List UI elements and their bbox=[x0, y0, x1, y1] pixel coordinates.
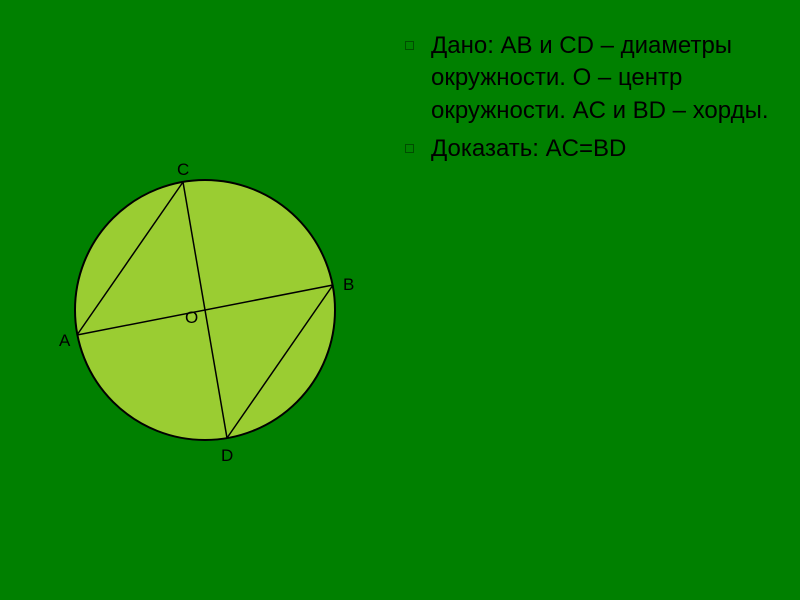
square-bullet-icon bbox=[405, 41, 414, 50]
square-bullet-icon bbox=[405, 144, 414, 153]
point-label-B: B bbox=[343, 275, 354, 295]
point-label-C: C bbox=[177, 160, 189, 180]
point-label-D: D bbox=[221, 446, 233, 466]
diagram-svg bbox=[60, 165, 350, 455]
point-label-A: A bbox=[59, 331, 70, 351]
bullet-text: Дано: АВ и CD – диаметры окружности. О –… bbox=[431, 32, 769, 124]
geometry-diagram: ABCDO bbox=[60, 165, 350, 455]
text-block: Дано: АВ и CD – диаметры окружности. О –… bbox=[405, 30, 775, 172]
bullet-list: Дано: АВ и CD – диаметры окружности. О –… bbox=[405, 30, 775, 166]
point-label-O: O bbox=[185, 308, 198, 328]
slide: ABCDO Дано: АВ и CD – диаметры окружност… bbox=[0, 0, 800, 600]
bullet-item: Доказать: AC=BD bbox=[405, 133, 775, 165]
bullet-item: Дано: АВ и CD – диаметры окружности. О –… bbox=[405, 30, 775, 127]
bullet-text: Доказать: AC=BD bbox=[431, 135, 626, 162]
